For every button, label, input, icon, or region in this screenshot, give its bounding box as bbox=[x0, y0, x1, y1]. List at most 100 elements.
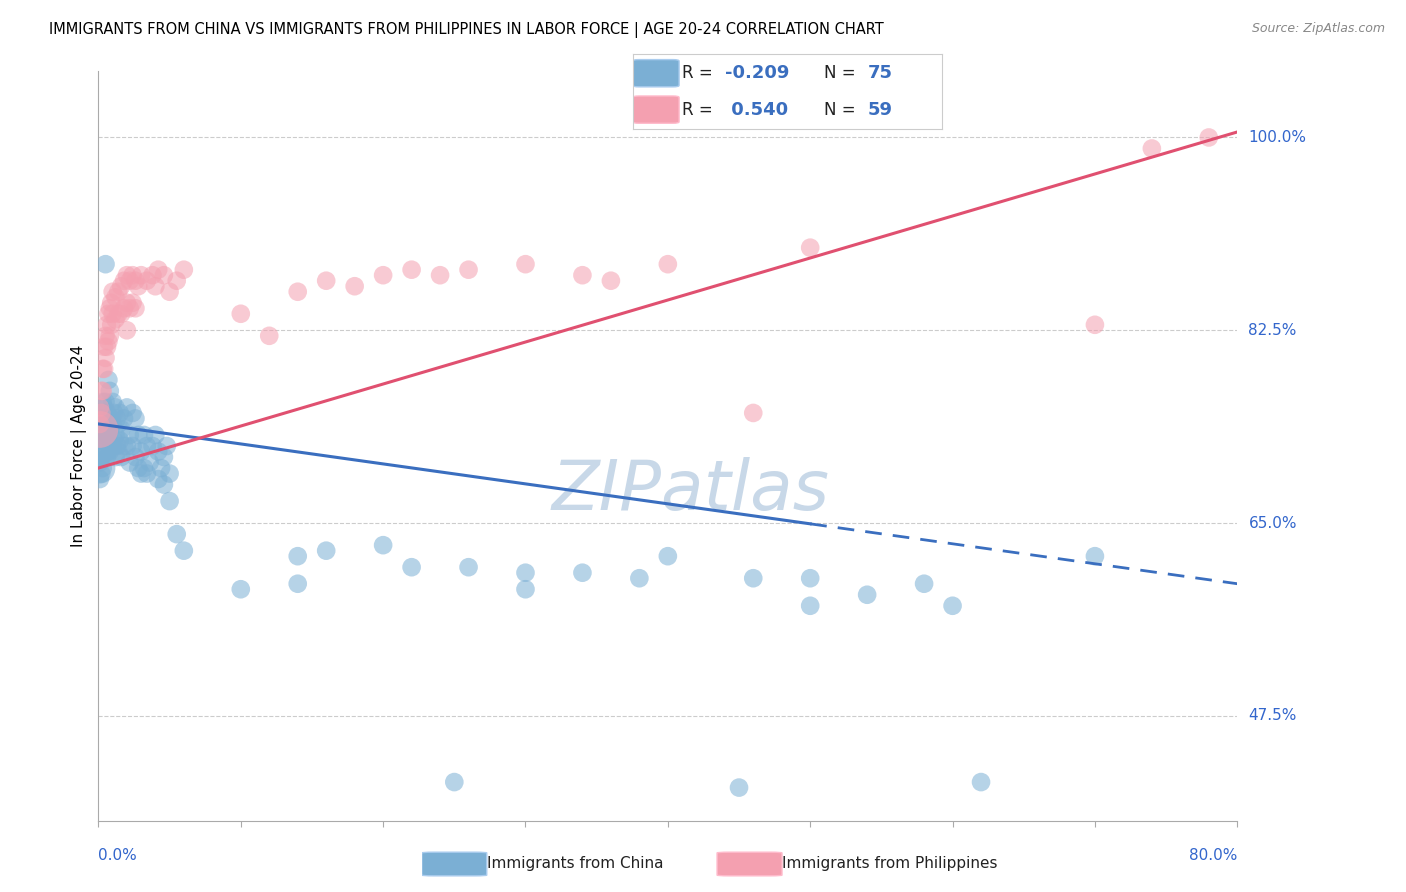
Point bbox=[90, 467, 112, 481]
Point bbox=[153, 477, 176, 491]
Point bbox=[159, 494, 181, 508]
Point bbox=[89, 472, 111, 486]
Point bbox=[229, 582, 252, 597]
Point bbox=[96, 318, 118, 332]
Text: ZIPatlas: ZIPatlas bbox=[551, 458, 830, 524]
Point bbox=[799, 241, 821, 255]
Point bbox=[728, 780, 751, 795]
Point bbox=[148, 262, 170, 277]
Point bbox=[373, 538, 395, 552]
Point bbox=[118, 301, 141, 316]
Text: -0.209: -0.209 bbox=[725, 64, 790, 82]
Text: 75: 75 bbox=[868, 64, 893, 82]
Point bbox=[107, 285, 129, 299]
Point bbox=[112, 411, 135, 425]
Point bbox=[97, 307, 120, 321]
Point bbox=[571, 566, 593, 580]
Point bbox=[115, 401, 138, 415]
Point bbox=[112, 274, 135, 288]
Text: Immigrants from China: Immigrants from China bbox=[486, 855, 664, 871]
Point bbox=[429, 268, 451, 283]
Point bbox=[124, 301, 146, 316]
Point bbox=[93, 362, 115, 376]
Point bbox=[571, 268, 593, 283]
Point bbox=[89, 456, 111, 470]
Point bbox=[173, 543, 195, 558]
Point bbox=[942, 599, 965, 613]
Point bbox=[93, 444, 115, 458]
Point bbox=[970, 775, 993, 789]
Point bbox=[287, 285, 309, 299]
Point bbox=[856, 588, 879, 602]
Point bbox=[104, 450, 127, 464]
Point bbox=[94, 328, 117, 343]
Point bbox=[89, 434, 111, 448]
Text: R =: R = bbox=[682, 64, 718, 82]
Point bbox=[100, 295, 122, 310]
Point bbox=[96, 450, 118, 464]
Point bbox=[110, 422, 132, 436]
Point bbox=[91, 362, 114, 376]
Point bbox=[100, 439, 122, 453]
Point bbox=[173, 262, 195, 277]
Point bbox=[118, 274, 141, 288]
Point bbox=[129, 444, 152, 458]
Point bbox=[94, 417, 117, 431]
Point bbox=[96, 340, 118, 354]
FancyBboxPatch shape bbox=[633, 96, 679, 123]
Point bbox=[101, 439, 124, 453]
Text: N =: N = bbox=[824, 64, 862, 82]
Point bbox=[127, 279, 149, 293]
Point bbox=[124, 411, 146, 425]
Point bbox=[96, 406, 118, 420]
Point bbox=[912, 576, 935, 591]
Point bbox=[401, 560, 423, 574]
Point bbox=[100, 411, 122, 425]
Point bbox=[103, 434, 125, 448]
Point bbox=[115, 323, 138, 337]
Point bbox=[1140, 141, 1163, 155]
Point bbox=[127, 461, 149, 475]
Point bbox=[97, 373, 120, 387]
Point bbox=[799, 571, 821, 585]
Point bbox=[108, 434, 131, 448]
Point bbox=[98, 301, 121, 316]
Point bbox=[90, 406, 112, 420]
Point bbox=[1198, 130, 1220, 145]
Y-axis label: In Labor Force | Age 20-24: In Labor Force | Age 20-24 bbox=[72, 345, 87, 547]
Point bbox=[104, 401, 127, 415]
Point bbox=[628, 571, 651, 585]
Point bbox=[121, 295, 143, 310]
Point bbox=[101, 395, 124, 409]
Point bbox=[600, 274, 623, 288]
Point bbox=[229, 307, 252, 321]
FancyBboxPatch shape bbox=[717, 852, 782, 876]
Point bbox=[89, 461, 111, 475]
Text: 80.0%: 80.0% bbox=[1189, 848, 1237, 863]
Point bbox=[742, 571, 765, 585]
Point bbox=[742, 406, 765, 420]
Point bbox=[110, 279, 132, 293]
Point bbox=[457, 262, 479, 277]
Point bbox=[287, 576, 309, 591]
Text: IMMIGRANTS FROM CHINA VS IMMIGRANTS FROM PHILIPPINES IN LABOR FORCE | AGE 20-24 : IMMIGRANTS FROM CHINA VS IMMIGRANTS FROM… bbox=[49, 22, 884, 38]
Point bbox=[132, 461, 155, 475]
Point bbox=[108, 406, 131, 420]
Point bbox=[98, 328, 121, 343]
Text: 82.5%: 82.5% bbox=[1249, 323, 1296, 338]
Point bbox=[150, 461, 173, 475]
Point bbox=[107, 307, 129, 321]
Point bbox=[124, 450, 146, 464]
Point bbox=[259, 328, 281, 343]
Point bbox=[104, 290, 127, 304]
Point bbox=[94, 257, 117, 271]
Point bbox=[96, 428, 118, 442]
Point bbox=[104, 312, 127, 326]
FancyBboxPatch shape bbox=[422, 852, 486, 876]
Point bbox=[457, 560, 479, 574]
FancyBboxPatch shape bbox=[633, 60, 679, 87]
Point bbox=[93, 340, 115, 354]
Point bbox=[90, 384, 112, 398]
Point bbox=[101, 307, 124, 321]
Point bbox=[94, 395, 117, 409]
